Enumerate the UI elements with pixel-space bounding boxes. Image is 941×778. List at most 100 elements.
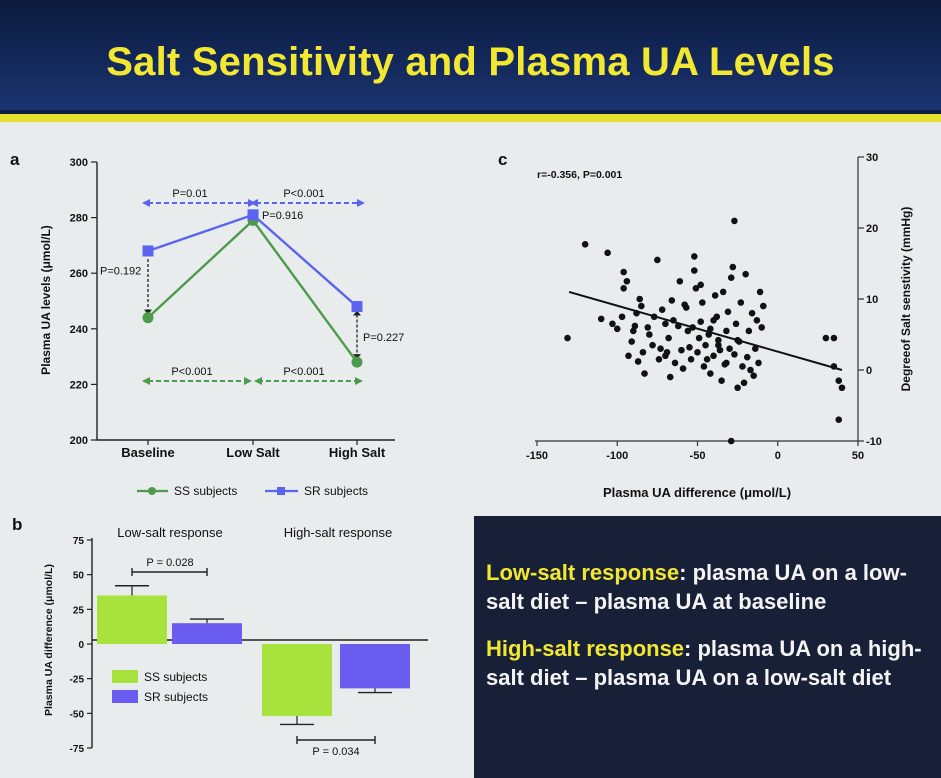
chart-c-point (723, 359, 730, 367)
chart-c-y-tick-label: 30 (866, 152, 878, 164)
chart-c-point (724, 308, 732, 316)
chart-c-point (723, 327, 730, 335)
chart-c-point (639, 348, 647, 356)
chart-a-p-sr-base-low: P=0.01 (172, 188, 207, 200)
chart-c-point (641, 370, 648, 377)
chart-c-point (731, 351, 738, 358)
chart-c-point (690, 267, 698, 274)
chart-a-arrowhead (244, 377, 252, 385)
chart-a-sr-point (247, 209, 259, 221)
chart-c-y-axis-label: Degreeof Salt senstivity (mmHg) (899, 207, 913, 392)
chart-c-point (760, 302, 767, 310)
chart-a-p-baseline: P=0.192 (100, 265, 141, 277)
chart-c-point (597, 315, 605, 323)
panel-label-b: b (12, 515, 22, 534)
note-high-salt-term: High-salt response (486, 636, 685, 661)
chart-b-category-high: High-salt response (284, 525, 392, 540)
chart-c-point (731, 217, 738, 225)
chart-c-point (636, 295, 644, 303)
chart-c-point (609, 320, 616, 328)
chart-c-point (715, 336, 722, 344)
chart-c-point (686, 343, 693, 351)
chart-c-point (684, 327, 692, 335)
chart-c-point (697, 318, 705, 326)
chart-c-x-tick-label: -150 (526, 450, 548, 462)
chart-b-legend-ss-label: SS subjects (144, 670, 207, 684)
chart-c-point (830, 334, 838, 342)
chart-a-ss-point (351, 356, 363, 368)
chart-c-point (623, 277, 631, 285)
note-low-salt: Low-salt response: plasma UA on a low-sa… (486, 558, 938, 616)
title-divider (0, 114, 941, 122)
chart-c-point (727, 437, 735, 445)
chart-a: 200 220 240 260 280 300 Baseline Low Salt High … (39, 157, 404, 498)
chart-a-y-tick-label: 260 (70, 268, 88, 280)
panel-label-c: c (498, 150, 507, 169)
chart-a-p-ss-base-low: P<0.001 (171, 366, 212, 378)
chart-a-x-tick-label: Baseline (121, 445, 174, 460)
chart-c-point (710, 317, 717, 324)
chart-c-point (727, 274, 735, 282)
chart-c-point (658, 306, 666, 313)
chart-c-point (838, 384, 846, 392)
definitions-box: Low-salt response: plasma UA on a low-sa… (474, 516, 941, 778)
chart-b-y-tick-label: 0 (78, 640, 84, 651)
chart-c-point (729, 263, 737, 271)
chart-c-point (716, 346, 724, 354)
chart-b: -75 -50 -25 0 25 50 75 Low-salt response High-… (43, 525, 428, 758)
chart-a-legend-sr-label: SR subjects (304, 484, 368, 498)
chart-c-point (630, 327, 637, 335)
chart-c-point (737, 299, 745, 306)
chart-c-point (734, 384, 741, 392)
chart-c-point (695, 334, 703, 342)
chart-c-point (711, 292, 719, 299)
chart-a-y-tick-label: 300 (70, 157, 88, 169)
chart-c-point (649, 341, 656, 349)
note-low-salt-text: : plasma UA on a low-salt diet – plasma … (486, 560, 907, 614)
chart-a-y-tick-label: 220 (70, 379, 88, 391)
panel-label-a: a (10, 150, 20, 169)
chart-a-p-low-salt: P=0.916 (262, 210, 303, 222)
chart-b-bar-sr (340, 644, 410, 689)
chart-c-point (620, 268, 627, 276)
chart-b-legend-sr-label: SR subjects (144, 690, 208, 704)
chart-a-arrowhead (142, 377, 150, 385)
chart-c-x-tick-label: -100 (606, 450, 628, 462)
chart-c-point (668, 297, 676, 304)
chart-c-point (710, 352, 717, 360)
chart-c-point (628, 338, 635, 345)
chart-c-x-tick-label: 0 (775, 450, 781, 462)
note-high-salt-text: : plasma UA on a high-salt diet – plasma… (486, 636, 922, 690)
chart-c-point (715, 341, 722, 349)
chart-c-point (613, 325, 621, 333)
chart-c-point (654, 256, 661, 264)
chart-c-y-tick-label: 10 (866, 294, 878, 306)
chart-b-bar-ss (97, 595, 167, 644)
chart-b-y-tick-label: 50 (73, 571, 85, 582)
chart-b-y-tick-label: 25 (73, 605, 85, 616)
chart-a-ss-point (142, 312, 154, 324)
chart-c-point (620, 285, 627, 292)
chart-a-sr-point (351, 301, 363, 313)
chart-c-point (740, 379, 748, 387)
chart-c-point (719, 288, 727, 296)
chart-c-x-tick-label: 50 (852, 450, 864, 462)
chart-c-point (625, 352, 632, 360)
chart-c-point (743, 353, 751, 361)
chart-c-point (739, 363, 746, 370)
chart-c-point (751, 345, 759, 353)
chart-c-point (718, 377, 725, 384)
chart-c-point (697, 281, 705, 289)
chart-b-category-low: Low-salt response (117, 525, 223, 540)
chart-c-point (747, 366, 754, 374)
chart-a-x-tick-label: Low Salt (226, 445, 280, 460)
slide-title: Salt Sensitivity and Plasma UA Levels (106, 40, 835, 84)
chart-c-point (678, 346, 685, 354)
chart-b-y-axis-label: Plasma UA difference (μmol/L) (43, 564, 55, 716)
chart-c-point (755, 359, 762, 367)
chart-c-point (662, 320, 669, 328)
chart-a-p-high-salt: P=0.227 (363, 332, 404, 344)
chart-b-legend-sr-swatch (112, 690, 138, 703)
